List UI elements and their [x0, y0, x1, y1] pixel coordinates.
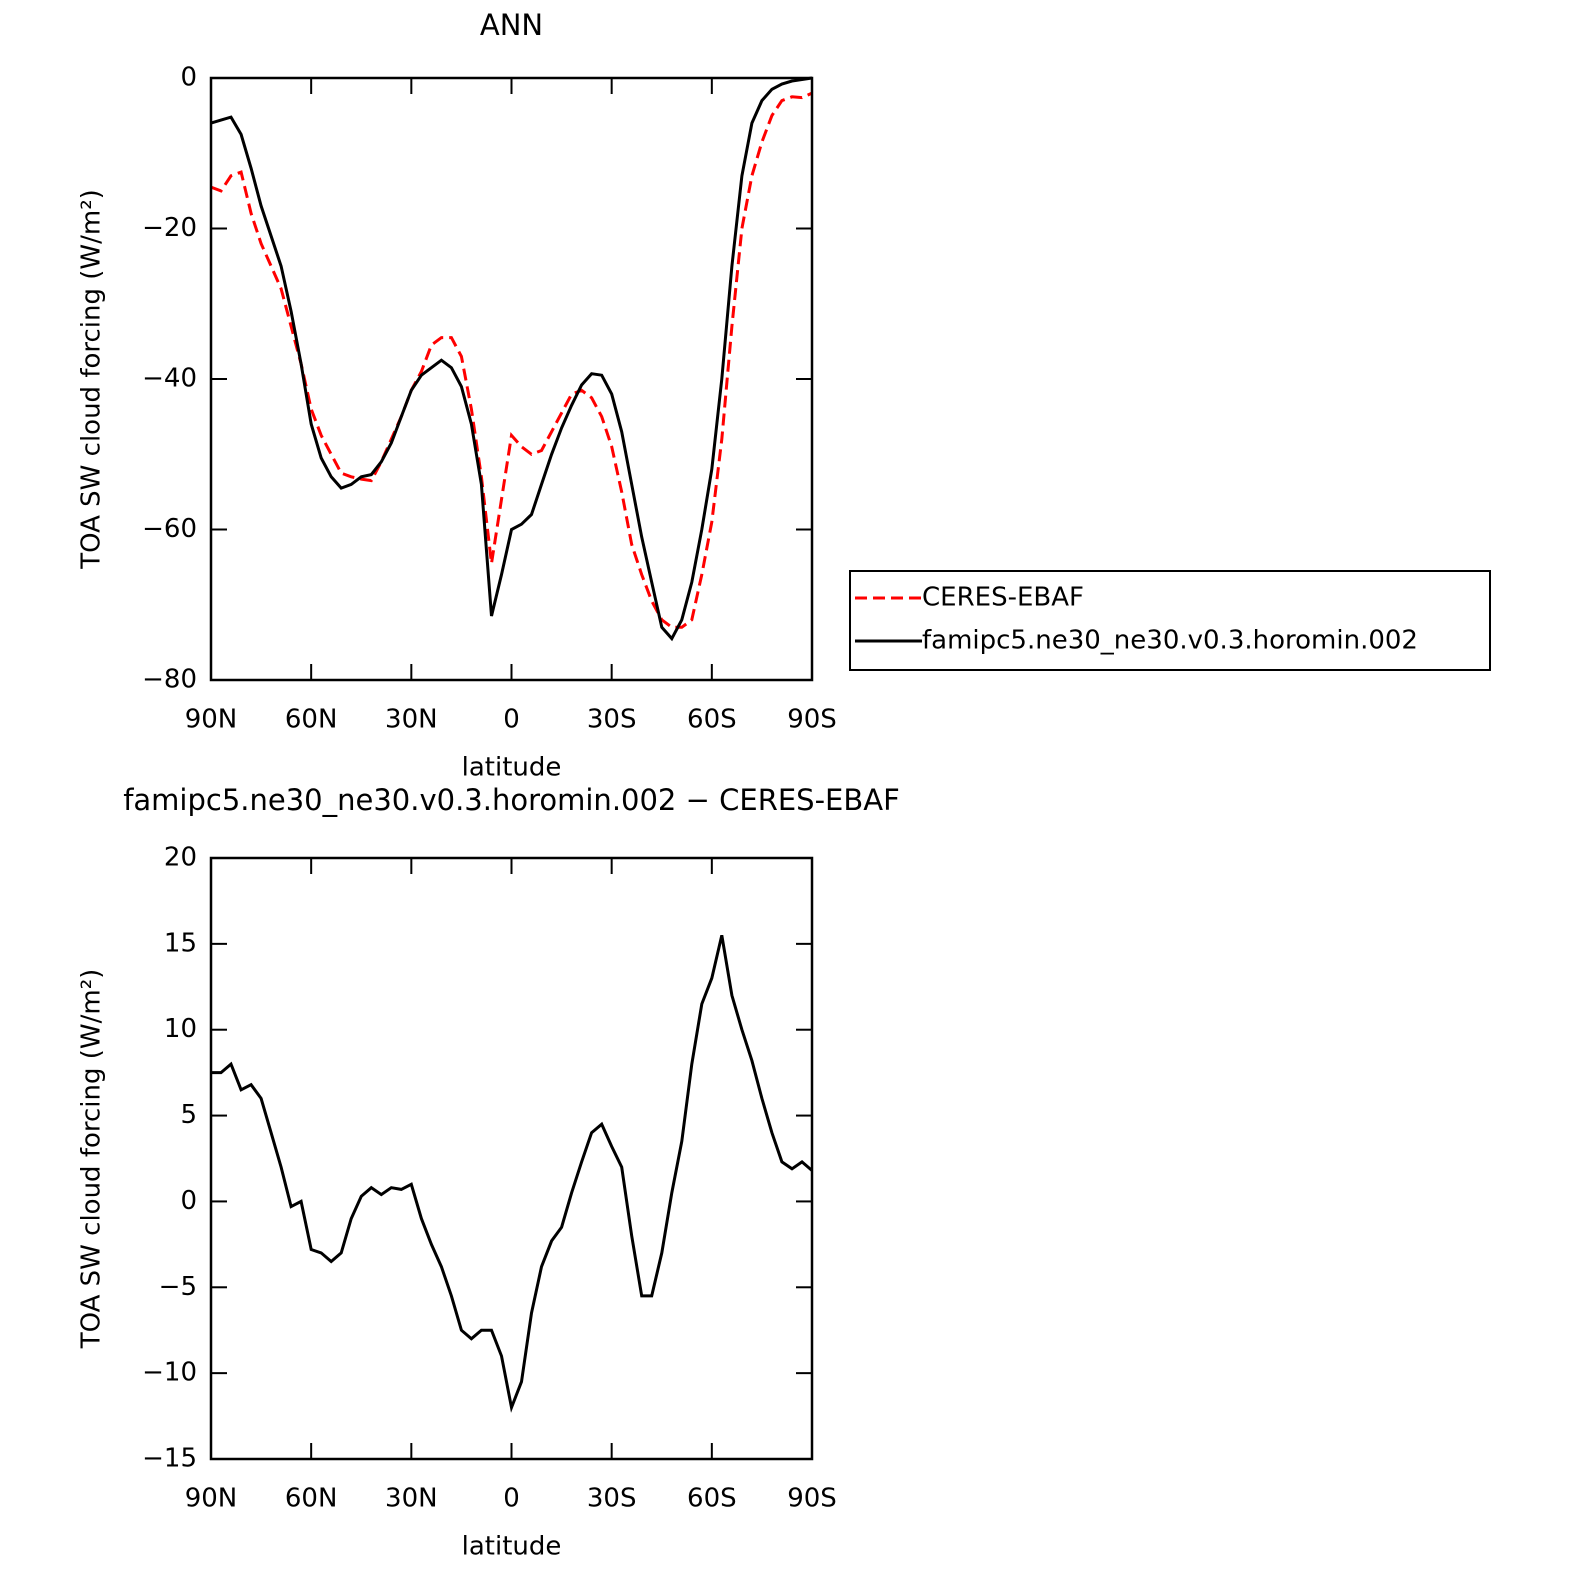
y-tick-label: −60 — [142, 514, 197, 544]
x-tick-label: 90N — [185, 705, 238, 735]
y-tick-label: 0 — [180, 63, 197, 93]
x-tick-label: 60N — [285, 1484, 338, 1514]
x-tick-label: 90S — [787, 1484, 837, 1514]
y-tick-label: 0 — [180, 1186, 197, 1216]
x-tick-label: 60S — [687, 1484, 737, 1514]
y-tick-label: 20 — [164, 843, 197, 873]
y-tick-label: −20 — [142, 213, 197, 243]
x-tick-label: 30N — [385, 705, 438, 735]
x-tick-label: 0 — [503, 705, 520, 735]
legend-label: famipc5.ne30_ne30.v0.3.horomin.002 — [922, 626, 1418, 656]
plot-frame — [209, 856, 814, 1461]
x-tick-label: 60N — [285, 705, 338, 735]
y-tick-label: −40 — [142, 364, 197, 394]
chart-title: famipc5.ne30_ne30.v0.3.horomin.002 − CER… — [123, 783, 900, 817]
y-tick-label: 15 — [164, 928, 197, 958]
y-tick-label: 10 — [164, 1014, 197, 1044]
legend-box — [849, 570, 1491, 671]
x-tick-label: 0 — [503, 1484, 520, 1514]
y-tick-label: −15 — [142, 1444, 197, 1474]
x-tick-label: 90S — [787, 705, 837, 735]
y-axis-label: TOA SW cloud forcing (W/m²) — [77, 969, 107, 1350]
x-axis-label: latitude — [462, 753, 562, 783]
x-tick-label: 90N — [185, 1484, 238, 1514]
data-line — [210, 76, 813, 642]
y-tick-label: −10 — [142, 1358, 197, 1388]
data-line — [210, 91, 813, 629]
legend-label: CERES-EBAF — [922, 583, 1084, 613]
x-axis-label: latitude — [462, 1532, 562, 1562]
y-tick-label: 5 — [180, 1100, 197, 1130]
chart-title: ANN — [480, 8, 543, 42]
y-tick-label: −5 — [159, 1272, 197, 1302]
y-axis-label: TOA SW cloud forcing (W/m²) — [77, 189, 107, 570]
data-line — [211, 934, 813, 1413]
plot-frame — [209, 76, 814, 682]
y-tick-label: −80 — [142, 665, 197, 695]
x-tick-label: 30S — [587, 1484, 637, 1514]
x-tick-label: 60S — [687, 705, 737, 735]
x-tick-label: 30S — [587, 705, 637, 735]
x-tick-label: 30N — [385, 1484, 438, 1514]
